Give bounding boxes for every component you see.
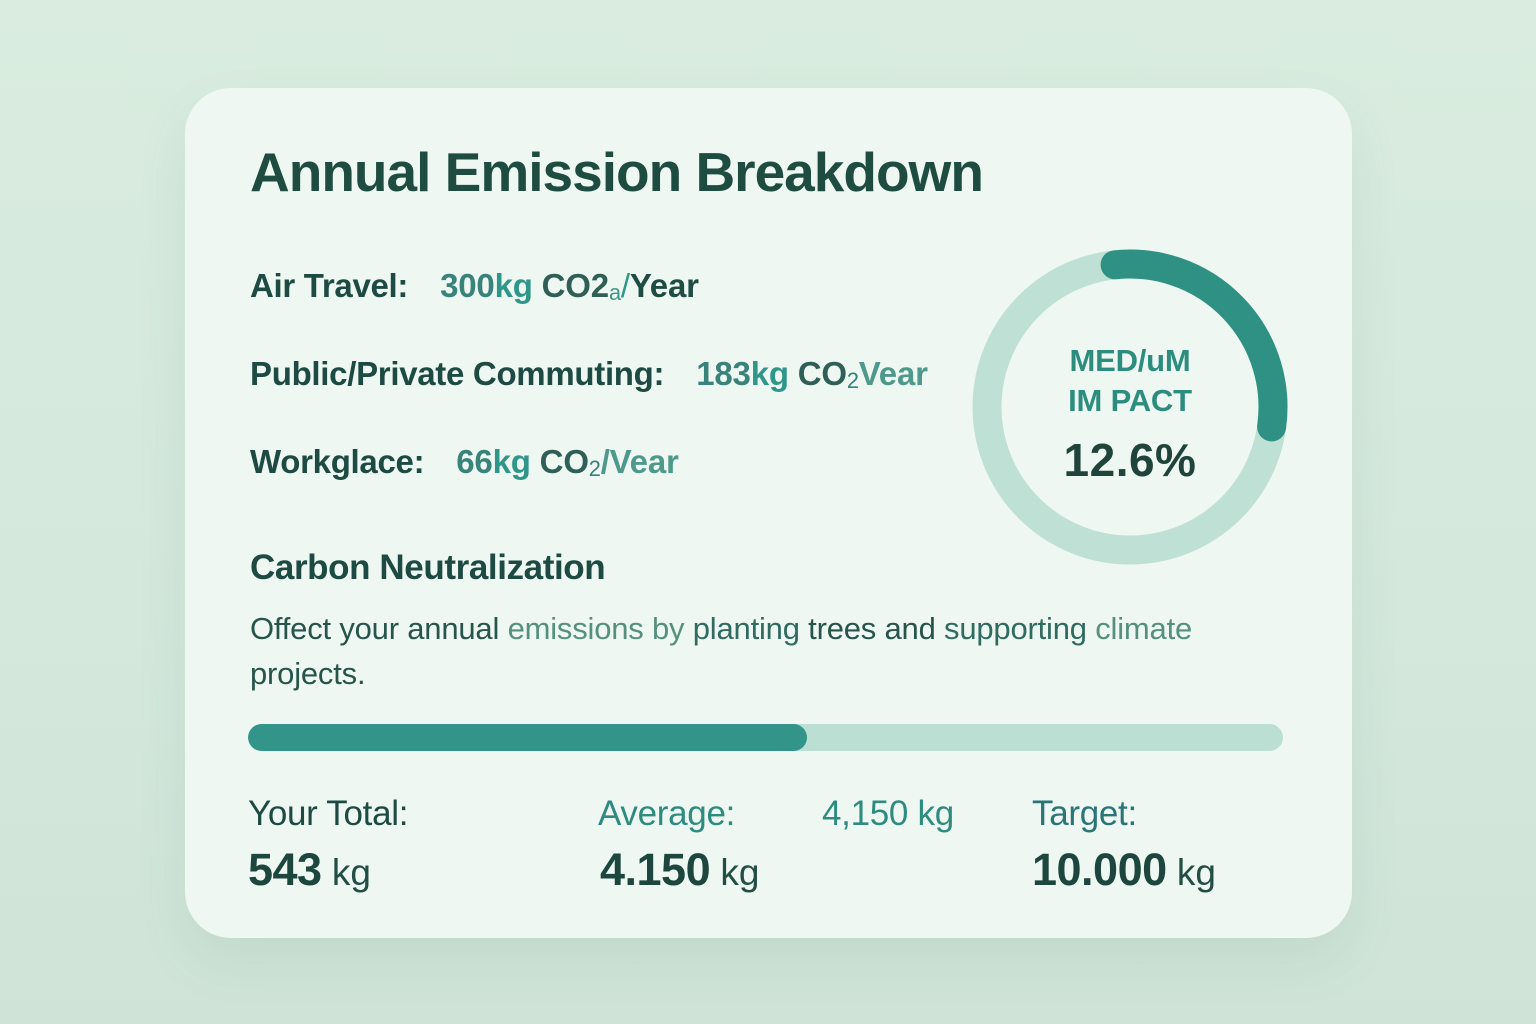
emission-label: Public/Private Commuting:	[250, 355, 665, 392]
impact-gauge: MED/uM IM PACT 12.6%	[970, 247, 1290, 567]
total-value: 543 kg	[248, 844, 371, 896]
neutralization-progress-bar	[248, 724, 1283, 751]
emission-label: Workglace:	[250, 443, 425, 480]
average-label: Average:	[598, 794, 736, 833]
target-unit: kg	[1166, 852, 1216, 893]
impact-gauge-ring-icon	[972, 249, 1288, 565]
gauge-label-line2: IM PACT	[1068, 383, 1192, 418]
emission-row-air-travel: Air Travel: 300kg CO2a/Year	[250, 266, 699, 306]
target-label: Target:	[1032, 794, 1137, 833]
emission-value: 183kg CO2Vear	[696, 355, 928, 394]
carbon-neutralization-heading: Carbon Neutralization	[250, 548, 606, 587]
average-unit: kg	[710, 852, 760, 893]
neutralization-progress-fill	[248, 724, 807, 751]
emission-row-commuting: Public/Private Commuting: 183kg CO2Vear	[250, 354, 928, 394]
gauge-progress-arc	[1100, 249, 1288, 442]
target-value: 10.000 kg	[1032, 844, 1216, 896]
total-number: 543	[248, 844, 322, 895]
emission-value: 300kg CO2a/Year	[440, 267, 699, 306]
gauge-percent-value: 12.6%	[1063, 434, 1197, 486]
emission-label: Air Travel:	[250, 267, 409, 304]
target-number: 10.000	[1032, 844, 1167, 895]
emission-breakdown-card: Annual Emission Breakdown Air Travel: 30…	[185, 88, 1352, 938]
total-label: Your Total:	[248, 794, 409, 833]
average-number: 4.150	[600, 844, 711, 895]
total-unit: kg	[321, 852, 371, 893]
page-title: Annual Emission Breakdown	[250, 141, 984, 203]
average-inline-value: 4,150 kg	[822, 794, 954, 833]
emission-value: 66kg CO2/Vear	[456, 443, 679, 482]
gauge-label-line1: MED/uM	[1069, 343, 1191, 378]
carbon-neutralization-description: Offect your annual emissions by planting…	[250, 611, 1193, 691]
emission-row-workplace: Workglace: 66kg CO2/Vear	[250, 442, 679, 482]
gauge-center-text: MED/uM IM PACT 12.6%	[970, 247, 1290, 567]
average-value: 4.150 kg	[600, 844, 759, 896]
